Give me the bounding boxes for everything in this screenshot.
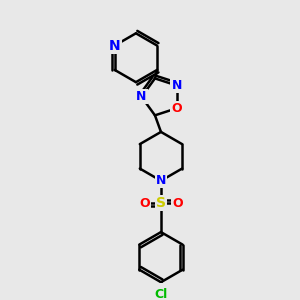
Text: N: N xyxy=(172,79,182,92)
Text: S: S xyxy=(156,196,166,210)
Text: Cl: Cl xyxy=(154,288,168,300)
Text: O: O xyxy=(171,102,182,115)
Text: N: N xyxy=(109,38,121,52)
Text: N: N xyxy=(136,90,147,104)
Text: N: N xyxy=(156,174,166,187)
Text: O: O xyxy=(172,197,182,210)
Text: O: O xyxy=(140,197,150,210)
